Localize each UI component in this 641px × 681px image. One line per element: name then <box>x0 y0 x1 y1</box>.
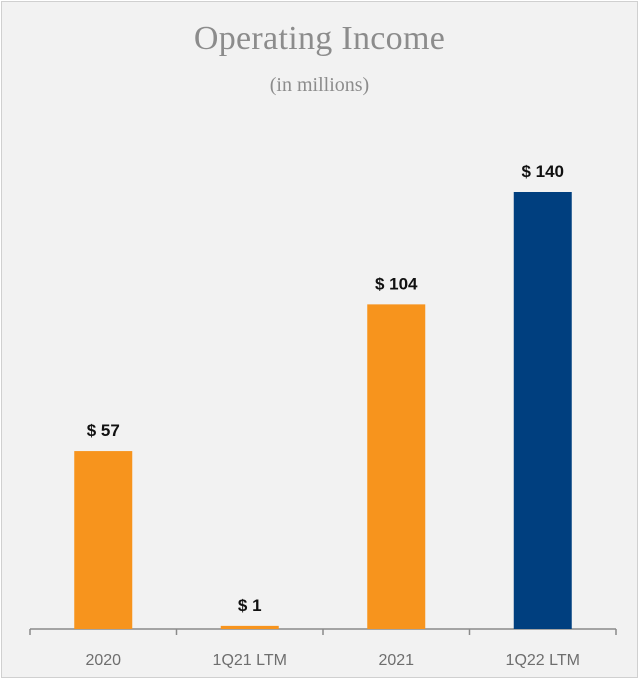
x-tick-label: 1Q21 LTM <box>213 652 287 669</box>
data-label: $ 57 <box>87 421 120 440</box>
x-tick-label: 1Q22 LTM <box>506 652 580 669</box>
data-label: $ 1 <box>238 596 262 615</box>
data-label: $ 140 <box>521 162 564 181</box>
x-tick-label: 2020 <box>85 652 121 669</box>
data-label: $ 104 <box>375 274 418 293</box>
bar-2020 <box>74 451 132 629</box>
x-tick-label: 2021 <box>378 652 414 669</box>
bar-1q21-ltm <box>221 626 279 629</box>
bar-2021 <box>367 304 425 629</box>
bar-1q22-ltm <box>514 192 572 629</box>
